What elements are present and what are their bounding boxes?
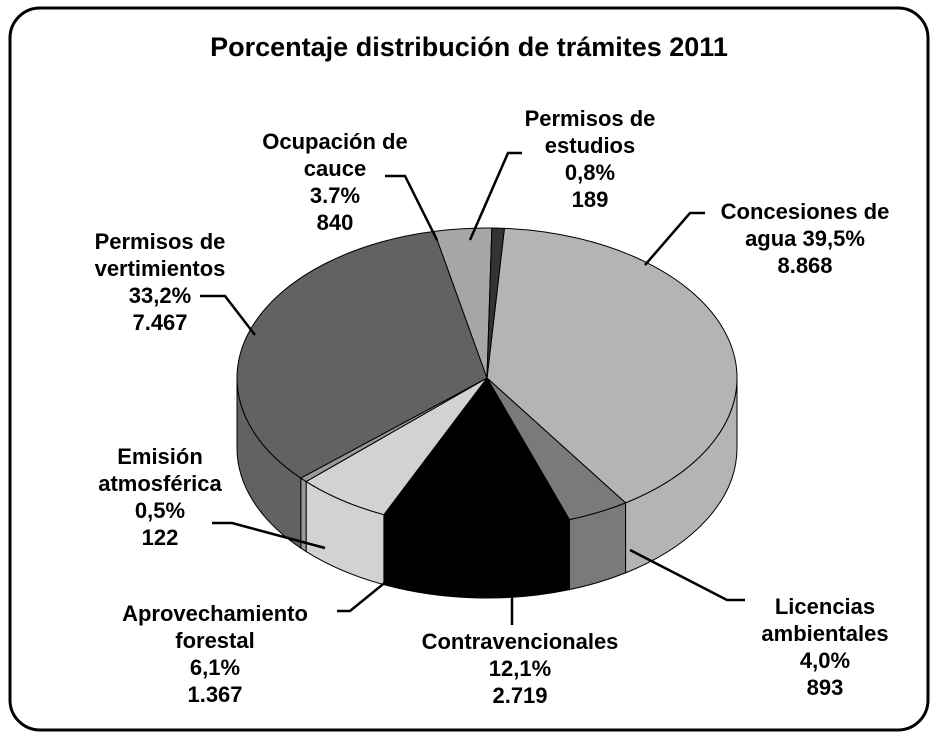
data-label: Contravencionales 12,1% 2.719 — [390, 628, 650, 709]
percent-label: 4,0% — [799, 648, 851, 673]
percent-label: 0,5% — [134, 498, 186, 523]
count-label: 122 — [141, 525, 179, 550]
leader-line — [212, 521, 326, 550]
data-label: Permisos de vertimientos 33,2% 7.467 — [60, 228, 260, 336]
percent-label: 12,1% — [488, 656, 552, 681]
leader-lines — [200, 151, 745, 625]
leader-line — [337, 575, 394, 613]
category-label: Permisos de estudios — [524, 106, 656, 158]
count-label: 7.467 — [132, 310, 188, 335]
data-label: Aprovechamiento forestal 6,1% 1.367 — [100, 600, 330, 708]
leader-line — [629, 548, 745, 602]
category-label: Licencias ambientales — [761, 594, 889, 646]
count-label: 2.719 — [492, 683, 548, 708]
percent-label: 0,8% — [564, 160, 616, 185]
percent-label: 33,2% — [128, 283, 192, 308]
leader-line — [385, 174, 439, 241]
chart-title: Porcentaje distribución de trámites 2011 — [210, 32, 728, 62]
data-label: Concesiones de agua 39,5% 8.868 — [700, 198, 910, 279]
count-label: 189 — [571, 187, 609, 212]
count-label: 1.367 — [187, 682, 243, 707]
leader-line — [468, 151, 522, 241]
data-label: Licencias ambientales 4,0% 893 — [745, 593, 905, 701]
percent-label: 3.7% — [309, 183, 361, 208]
slice — [236, 230, 488, 479]
data-label: Ocupación de cauce 3.7% 840 — [260, 128, 410, 236]
data-label: Permisos de estudios 0,8% 189 — [505, 105, 675, 213]
data-label: Emisión atmosférica 0,5% 122 — [85, 443, 235, 551]
category-label: Permisos de vertimientos — [94, 229, 226, 281]
leader-line — [644, 211, 705, 266]
count-label: 840 — [316, 210, 354, 235]
category-label: Concesiones de agua — [720, 199, 890, 251]
percent-label: 6,1% — [189, 655, 241, 680]
category-label: Contravencionales — [421, 629, 619, 654]
pie — [236, 227, 738, 599]
leader-line — [200, 294, 256, 336]
percent-label: 39,5% — [802, 226, 865, 251]
category-label: Emisión atmosférica — [98, 444, 222, 496]
category-label: Aprovechamiento forestal — [122, 601, 308, 653]
slice — [486, 227, 505, 379]
slice — [383, 377, 571, 529]
category-label: Ocupación de cauce — [262, 129, 408, 181]
count-label: 8.868 — [777, 253, 833, 278]
count-label: 893 — [806, 675, 844, 700]
